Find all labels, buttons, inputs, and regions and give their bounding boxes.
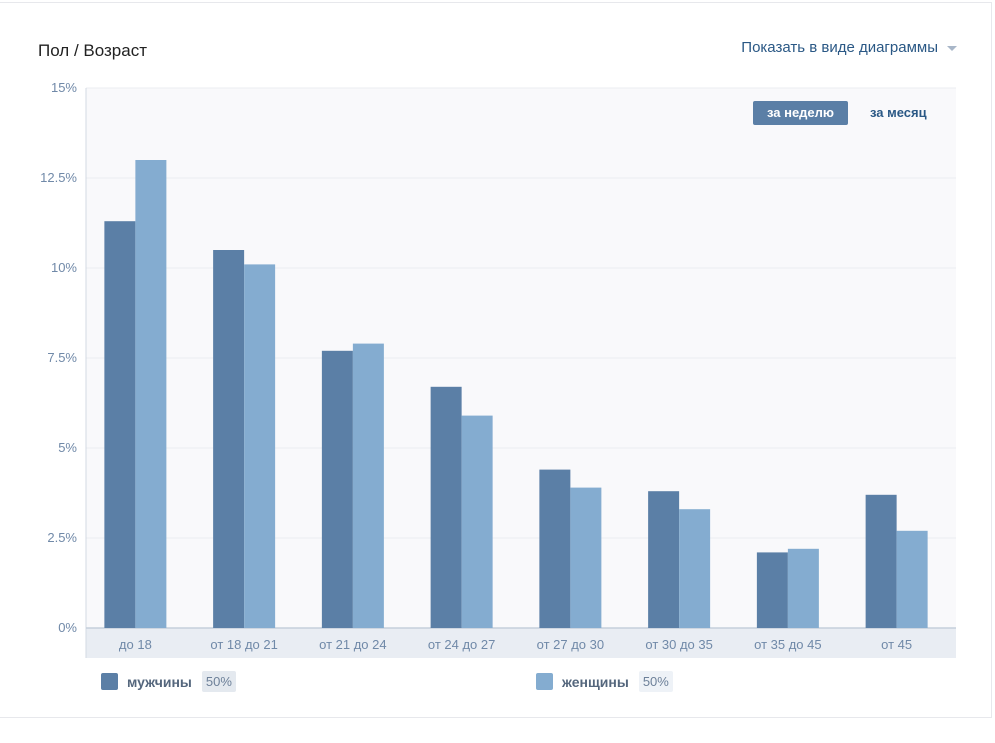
y-tick-label: 15% bbox=[51, 80, 77, 95]
view-toggle-label: Показать в виде диаграммы bbox=[741, 39, 938, 56]
x-tick-label: от 27 до 30 bbox=[537, 637, 604, 652]
bar-women bbox=[679, 509, 711, 628]
view-toggle-dropdown[interactable]: Показать в виде диаграммы bbox=[741, 39, 957, 56]
x-tick-label: от 45 bbox=[881, 637, 912, 652]
bar-men bbox=[648, 491, 680, 628]
page-title: Пол / Возраст bbox=[38, 41, 147, 60]
y-tick-label: 0% bbox=[58, 620, 77, 635]
bar-men bbox=[430, 386, 462, 628]
legend-percent-men: 50% bbox=[201, 671, 236, 692]
x-tick-label: до 18 bbox=[119, 637, 152, 652]
bar-men bbox=[756, 552, 788, 628]
y-tick-label: 5% bbox=[58, 440, 77, 455]
x-tick-label: от 21 до 24 bbox=[319, 637, 386, 652]
legend-label-women: женщины bbox=[562, 673, 629, 690]
bar-women bbox=[461, 415, 493, 628]
bar-women bbox=[135, 160, 167, 628]
x-axis-band bbox=[86, 628, 956, 658]
period-month-button[interactable]: за месяц bbox=[870, 105, 927, 120]
y-tick-label: 2.5% bbox=[47, 530, 77, 545]
x-tick-label: от 30 до 35 bbox=[645, 637, 712, 652]
bar-men bbox=[865, 494, 897, 628]
y-tick-label: 7.5% bbox=[47, 350, 77, 365]
legend-women[interactable]: женщины 50% bbox=[536, 671, 673, 692]
bar-men bbox=[321, 350, 353, 628]
legend-swatch-men bbox=[101, 673, 118, 690]
bar-men bbox=[213, 250, 245, 628]
bar-women bbox=[570, 487, 602, 628]
bar-women bbox=[352, 343, 384, 628]
period-week-button[interactable]: за неделю bbox=[753, 101, 848, 125]
y-tick-label: 12.5% bbox=[40, 170, 77, 185]
legend-men[interactable]: мужчины 50% bbox=[101, 671, 236, 692]
bar-women bbox=[787, 548, 819, 628]
x-tick-label: от 24 до 27 bbox=[428, 637, 495, 652]
legend-swatch-women bbox=[536, 673, 553, 690]
x-tick-label: от 18 до 21 bbox=[210, 637, 277, 652]
legend-percent-women: 50% bbox=[638, 671, 673, 692]
bar-men bbox=[104, 221, 136, 628]
x-tick-label: от 35 до 45 bbox=[754, 637, 821, 652]
bar-men bbox=[539, 469, 571, 628]
bar-women bbox=[244, 264, 276, 628]
legend-label-men: мужчины bbox=[127, 673, 192, 690]
bar-women bbox=[896, 530, 928, 628]
y-tick-label: 10% bbox=[51, 260, 77, 275]
chevron-down-icon bbox=[947, 46, 957, 51]
